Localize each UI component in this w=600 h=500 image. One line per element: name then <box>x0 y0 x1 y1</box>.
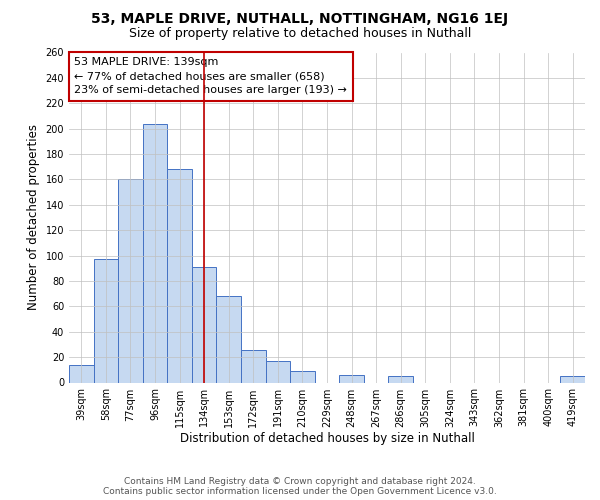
Bar <box>94 260 118 382</box>
X-axis label: Distribution of detached houses by size in Nuthall: Distribution of detached houses by size … <box>179 432 475 446</box>
Bar <box>290 371 315 382</box>
Text: 53, MAPLE DRIVE, NUTHALL, NOTTINGHAM, NG16 1EJ: 53, MAPLE DRIVE, NUTHALL, NOTTINGHAM, NG… <box>91 12 509 26</box>
Bar <box>167 170 192 382</box>
Bar <box>118 180 143 382</box>
Bar <box>69 364 94 382</box>
Text: Contains public sector information licensed under the Open Government Licence v3: Contains public sector information licen… <box>103 487 497 496</box>
Bar <box>192 267 217 382</box>
Bar <box>560 376 585 382</box>
Bar <box>339 375 364 382</box>
Bar <box>388 376 413 382</box>
Bar <box>143 124 167 382</box>
Y-axis label: Number of detached properties: Number of detached properties <box>27 124 40 310</box>
Bar <box>241 350 266 382</box>
Text: 53 MAPLE DRIVE: 139sqm
← 77% of detached houses are smaller (658)
23% of semi-de: 53 MAPLE DRIVE: 139sqm ← 77% of detached… <box>74 58 347 96</box>
Bar <box>266 361 290 382</box>
Bar <box>217 296 241 382</box>
Text: Size of property relative to detached houses in Nuthall: Size of property relative to detached ho… <box>129 28 471 40</box>
Text: Contains HM Land Registry data © Crown copyright and database right 2024.: Contains HM Land Registry data © Crown c… <box>124 477 476 486</box>
